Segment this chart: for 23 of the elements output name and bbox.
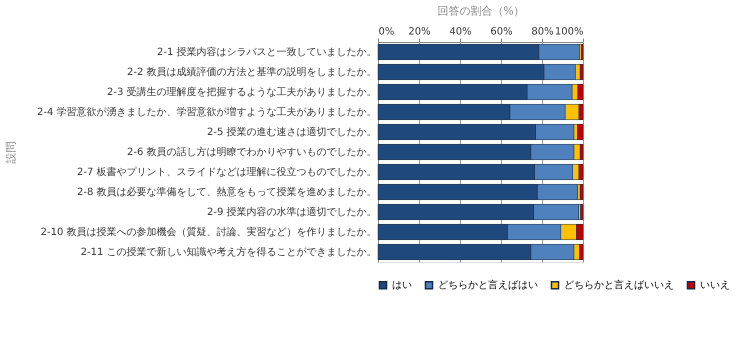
y-tick-label: 2-7 板書やプリント、スライドなどは理解に役立つものでしたか。 <box>76 166 376 178</box>
legend-label: いいえ <box>700 280 730 292</box>
y-axis-title: 設問 <box>4 142 18 164</box>
y-tick-label: 2-1 授業内容はシラバスと一致していましたか。 <box>156 46 376 58</box>
x-tick-label: 60% <box>490 26 513 38</box>
legend-label: どちらかと言えばはい <box>438 279 538 292</box>
y-tick-label: 2-2 教員は成績評価の方法と基準の説明をしましたか。 <box>126 66 376 78</box>
x-tick-label: 40% <box>449 26 472 38</box>
y-tick-label: 2-11 この授業で新しい知識や考え方を得ることができましたか。 <box>80 246 376 258</box>
x-tick-label: 20% <box>408 26 431 38</box>
x-tick-label: 100% <box>554 26 584 38</box>
x-tick-label: 80% <box>531 26 554 38</box>
legend-label: どちらかと言えばいいえ <box>564 279 674 292</box>
x-axis-title: 回答の割合（%） <box>437 4 525 18</box>
legend-label: はい <box>392 280 412 292</box>
y-tick-label: 2-8 教員は必要な準備をして、熱意をもって授業を進めましたか。 <box>76 186 376 198</box>
y-tick-label: 2-4 学習意欲が湧きましたか、学習意欲が増すような工夫がありましたか。 <box>36 106 376 118</box>
y-tick-label: 2-10 教員は授業への参加機会（質疑、討論、実習など）を作りましたか。 <box>40 226 376 238</box>
y-tick-label: 2-3 受講生の理解度を把握するような工夫がありましたか。 <box>106 86 376 98</box>
y-tick-label: 2-6 教員の話し方は明瞭でわかりやすいものでしたか。 <box>126 146 376 158</box>
x-tick-label: 0% <box>378 26 394 38</box>
y-tick-label: 2-5 授業の進む速さは適切でしたか。 <box>206 126 376 138</box>
y-tick-label: 2-9 授業内容の水準は適切でしたか。 <box>206 206 376 218</box>
